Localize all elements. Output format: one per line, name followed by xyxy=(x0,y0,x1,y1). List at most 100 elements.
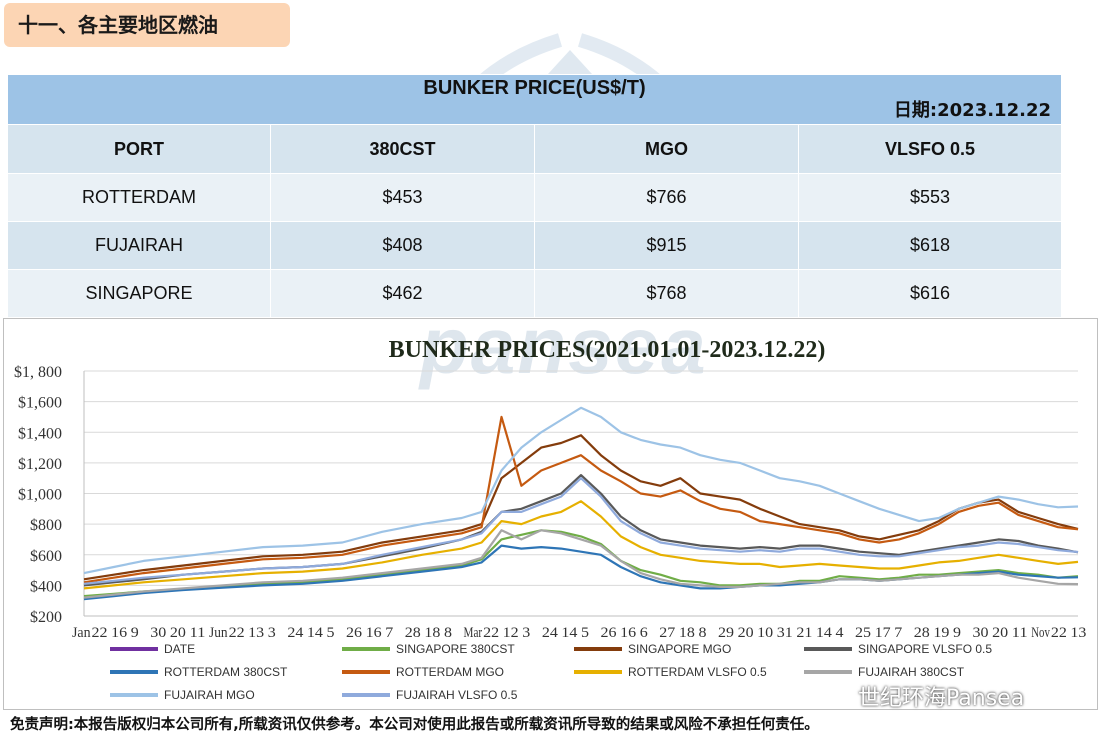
x-tick-label: Mar xyxy=(464,625,483,641)
x-tick-label: 13 xyxy=(248,625,264,641)
x-tick-label: 18 xyxy=(424,625,440,641)
cell-mgo: $766 xyxy=(534,173,799,222)
wechat-account: 世纪环海Pansea xyxy=(818,680,1024,712)
legend-label: ROTTERDAM 380CST xyxy=(164,665,288,679)
series-line xyxy=(83,544,1079,601)
chart-legend: DATE SINGAPORE 380CST SINGAPORE MGO SINGAPO… xyxy=(110,642,992,702)
x-tick-label: 12 xyxy=(503,625,519,641)
y-tick-label: $600 xyxy=(30,548,62,565)
x-axis-ticks: Jan 22 16 9 30 20 11 Jun 22 13 3 24 14 5 26 16 7 28 18 8 Mar… xyxy=(72,625,1086,641)
series-line xyxy=(83,415,1079,584)
x-tick-label: 28 xyxy=(405,625,421,641)
x-tick-label: 5 xyxy=(327,625,335,641)
cell-380cst: $408 xyxy=(270,221,535,270)
cell-port: FUJAIRAH xyxy=(7,221,271,270)
x-tick-label: 11 xyxy=(1012,625,1028,641)
table-title-cell: BUNKER PRICE(US$/T) 日期:2023.12.22 xyxy=(7,74,1062,125)
x-tick-label: 13 xyxy=(1070,625,1086,641)
series-line xyxy=(83,477,1079,585)
bunker-price-chart: BUNKER PRICES(2021.01.01-2023.12.22) $20… xyxy=(3,318,1098,710)
watermark-text: pansea xyxy=(420,301,708,390)
y-tick-label: $1,600 xyxy=(18,395,62,412)
y-tick-label: $200 xyxy=(30,609,62,626)
y-tick-label: $1,400 xyxy=(18,425,62,442)
legend-label: FUJAIRAH 380CST xyxy=(858,665,965,679)
header-port: PORT xyxy=(7,124,271,174)
x-tick-label: 6 xyxy=(640,625,649,641)
x-tick-label: 9 xyxy=(131,625,139,641)
x-tick-label: 20 xyxy=(738,625,754,641)
table-header-row: PORT 380CST MGO VLSFO 0.5 xyxy=(7,124,1062,174)
x-tick-label: 4 xyxy=(836,625,845,641)
bunker-price-table: BUNKER PRICE(US$/T) 日期:2023.12.22 PORT 3… xyxy=(7,74,1062,318)
series-line xyxy=(83,500,1079,590)
legend-label: SINGAPORE 380CST xyxy=(396,642,515,656)
x-tick-label: 14 xyxy=(561,625,578,641)
x-tick-label: 25 xyxy=(855,625,871,641)
x-tick-label: 27 xyxy=(659,625,676,641)
cell-mgo: $915 xyxy=(534,221,799,270)
x-tick-label: 16 xyxy=(620,625,637,641)
legend-label: SINGAPORE VLSFO 0.5 xyxy=(858,642,992,656)
x-tick-label: 7 xyxy=(894,625,903,641)
chart-series xyxy=(83,406,1079,601)
chart-title: BUNKER PRICES(2021.01.01-2023.12.22) xyxy=(389,337,826,363)
cell-port: SINGAPORE xyxy=(7,269,271,318)
header-380cst: 380CST xyxy=(270,124,535,174)
x-tick-label: 14 xyxy=(307,625,324,641)
series-line xyxy=(83,474,1079,587)
x-tick-label: 29 xyxy=(718,625,734,641)
x-tick-label: 18 xyxy=(679,625,695,641)
x-tick-label: 22 xyxy=(483,625,499,641)
x-tick-label: 26 xyxy=(601,625,618,641)
table-row: SINGAPORE $462 $768 $616 xyxy=(7,269,1062,318)
cell-vlsfo: $616 xyxy=(798,269,1062,318)
cell-mgo: $768 xyxy=(534,269,799,318)
date-value: 2023.12.22 xyxy=(937,100,1051,121)
legend-label: ROTTERDAM VLSFO 0.5 xyxy=(628,665,767,679)
x-tick-label: 21 xyxy=(796,625,812,641)
series-line xyxy=(83,406,1079,575)
x-tick-label: 19 xyxy=(933,625,949,641)
wechat-label: 世纪环海Pansea xyxy=(858,686,1025,711)
x-tick-label: 24 xyxy=(287,625,304,641)
y-tick-label: $1, 800 xyxy=(14,364,62,381)
date-label: 日期: xyxy=(893,100,938,121)
legend-label: FUJAIRAH MGO xyxy=(164,688,255,702)
x-tick-label: 14 xyxy=(816,625,833,641)
x-tick-label: 3 xyxy=(268,625,276,641)
x-tick-label: 26 xyxy=(346,625,363,641)
cell-vlsfo: $618 xyxy=(798,221,1062,270)
series-line xyxy=(83,529,1079,598)
x-tick-label: Nov xyxy=(1031,625,1050,641)
legend-label: SINGAPORE MGO xyxy=(628,642,731,656)
x-tick-label: 22 xyxy=(92,625,108,641)
x-tick-label: 28 xyxy=(914,625,930,641)
header-mgo: MGO xyxy=(534,124,799,174)
x-tick-label: 9 xyxy=(953,625,961,641)
x-tick-label: 22 xyxy=(229,625,245,641)
x-tick-label: Jun xyxy=(209,625,228,641)
x-tick-label: 17 xyxy=(875,625,892,641)
y-tick-label: $1,000 xyxy=(18,487,62,504)
y-tick-label: $400 xyxy=(30,578,62,595)
section-title: 十一、各主要地区燃油 xyxy=(4,3,290,47)
x-tick-label: 30 xyxy=(973,625,989,641)
y-axis-ticks: $200 $400 $600 $800 $1,000 $1,200 $1,400 $1,600… xyxy=(14,364,62,626)
legend-label: DATE xyxy=(164,642,195,656)
series-line xyxy=(83,529,1079,599)
x-tick-label: 11 xyxy=(189,625,205,641)
x-tick-label: 31 xyxy=(777,625,793,641)
x-tick-label: 16 xyxy=(366,625,383,641)
legend-label: ROTTERDAM MGO xyxy=(396,665,504,679)
series-line xyxy=(83,434,1079,581)
chart-gridlines xyxy=(83,370,1078,617)
x-tick-label: 30 xyxy=(150,625,166,641)
x-tick-label: 10 xyxy=(757,625,773,641)
x-tick-label: 8 xyxy=(444,625,452,641)
table-title: BUNKER PRICE(US$/T) xyxy=(423,77,646,99)
cell-port: ROTTERDAM xyxy=(7,173,271,222)
x-tick-label: 16 xyxy=(111,625,128,641)
x-tick-label: 7 xyxy=(385,625,394,641)
cell-vlsfo: $553 xyxy=(798,173,1062,222)
